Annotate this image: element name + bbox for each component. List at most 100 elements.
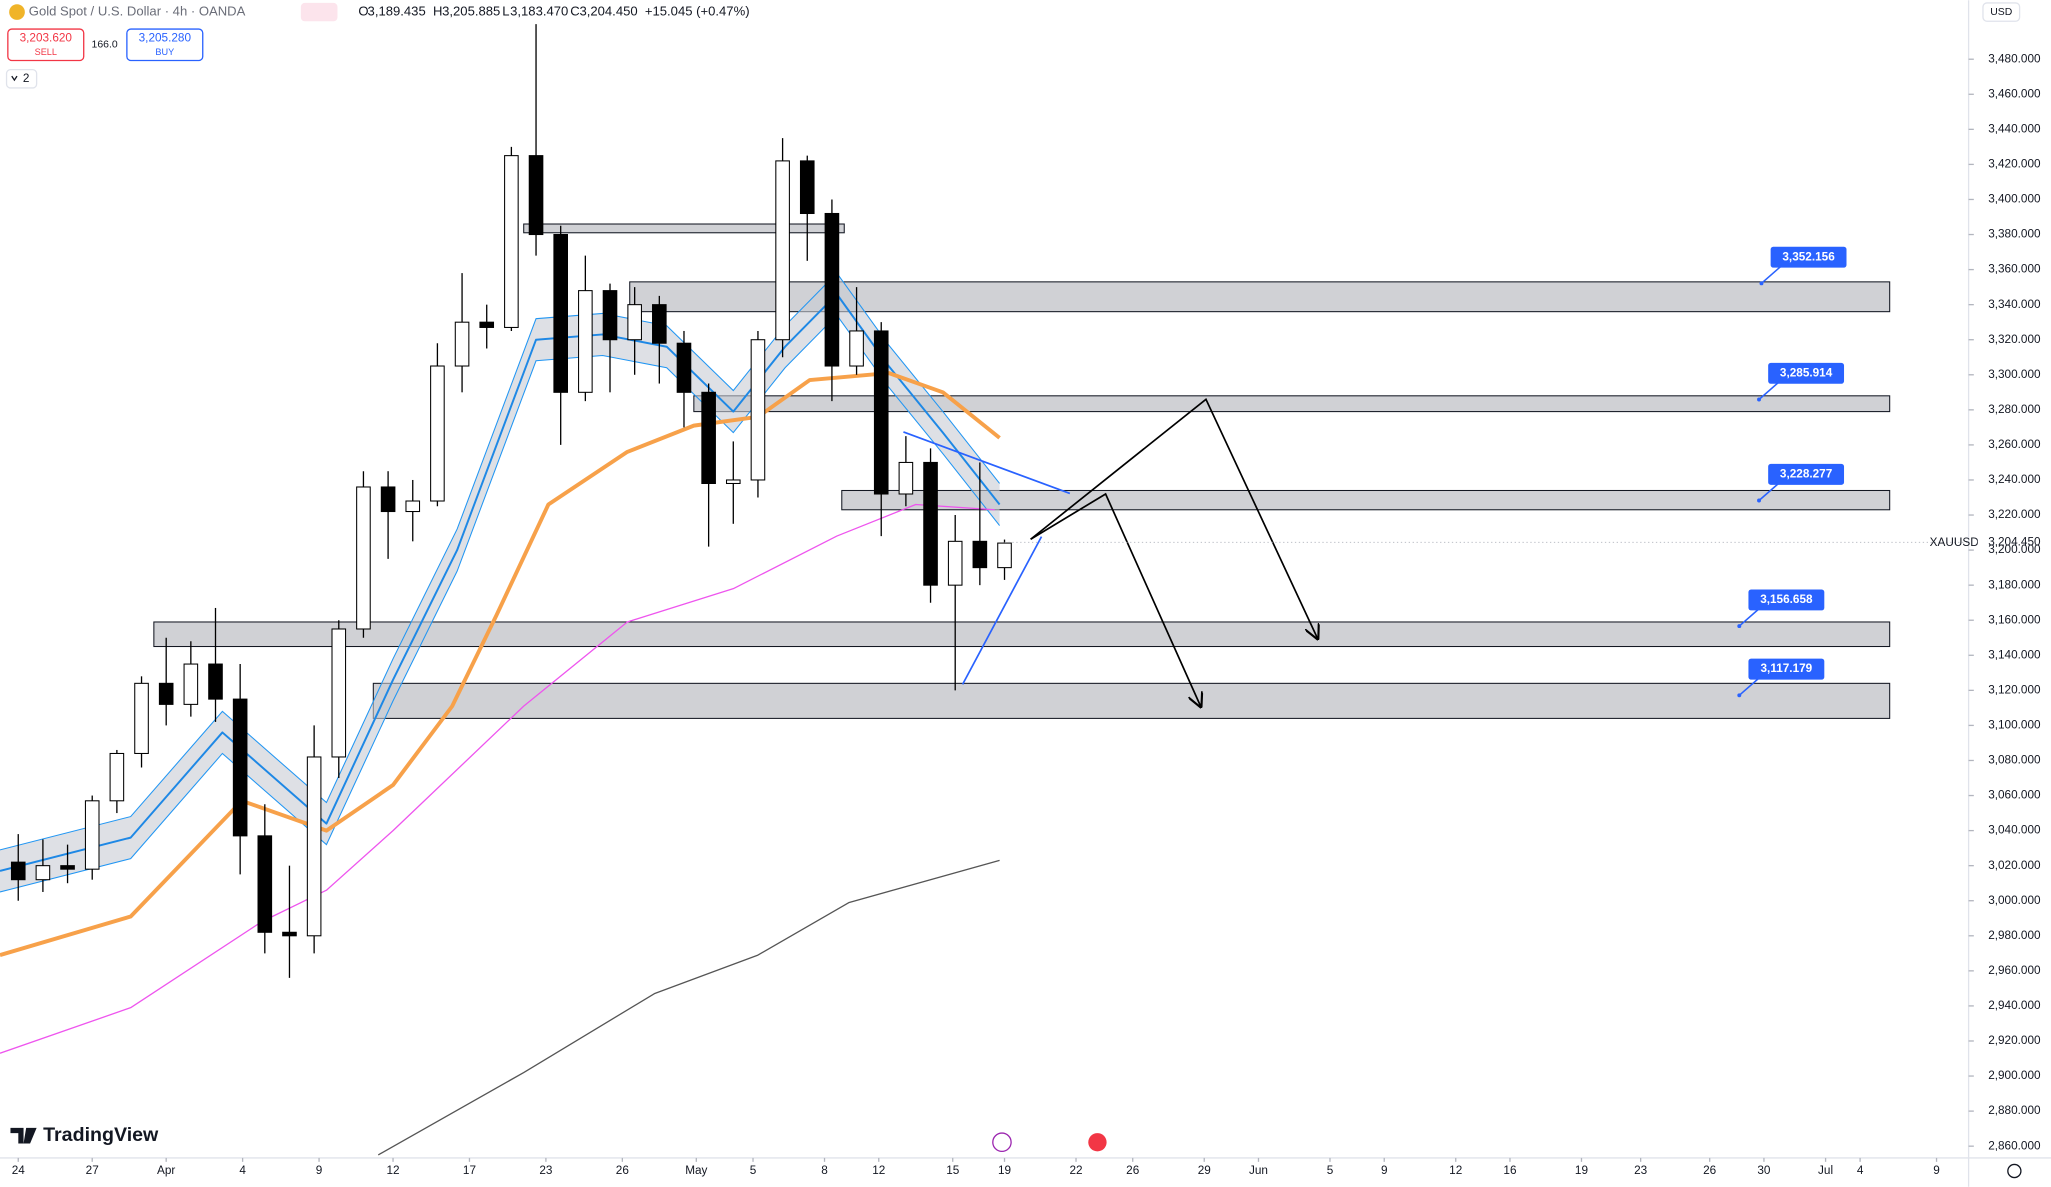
currency-button[interactable]: USD: [1982, 2, 2021, 22]
x-tick-label: 26: [1703, 1164, 1717, 1177]
y-tick-label: 2,960.000: [1988, 964, 2041, 977]
x-tick-label: 26: [1126, 1164, 1140, 1177]
candle-body: [158, 682, 174, 705]
x-tick-label: 9: [1381, 1164, 1388, 1177]
sell-button[interactable]: 3,203.620 SELL: [7, 28, 85, 62]
ohlc-value: 3,189.435: [368, 4, 426, 19]
event-icon[interactable]: [1088, 1133, 1107, 1152]
indicator-line: [0, 293, 1001, 872]
candle-body: [923, 461, 938, 586]
chevron[interactable]: [11, 75, 18, 82]
callout-anchor: [1757, 397, 1761, 402]
currency[interactable]: USD: [1990, 7, 2013, 18]
callout-pointer: [1738, 607, 1761, 627]
buy-price[interactable]: 3,205.280: [139, 31, 192, 44]
candle-body: [750, 339, 766, 481]
y-tick-label: 2,900.000: [1988, 1069, 2041, 1082]
brand: TradingView: [43, 1124, 159, 1146]
symbol-title: Gold Spot / U.S. Dollar · 4h · OANDA: [29, 4, 246, 19]
y-tick-label: 3,360.000: [1988, 263, 2041, 276]
zone: [153, 621, 1891, 648]
candle-body: [331, 628, 347, 758]
callout-label: 3,285.914: [1780, 366, 1833, 379]
y-tick-label: 3,340.000: [1988, 298, 2041, 311]
candle-body: [282, 931, 297, 937]
x-tick-label: 17: [463, 1164, 476, 1177]
last-price-group: 3,204.450: [1977, 533, 2051, 552]
x-tick-label: 4: [1857, 1164, 1864, 1177]
y-tick-label: 2,940.000: [1988, 999, 2041, 1012]
buy-button[interactable]: 3,205.280 BUY: [126, 28, 204, 62]
x-tick-label: 9: [316, 1164, 323, 1177]
x-tick-label: 19: [1575, 1164, 1588, 1177]
buy-label[interactable]: BUY: [155, 47, 174, 57]
settings-icon[interactable]: [2007, 1163, 2022, 1179]
candle-body: [528, 155, 544, 236]
x-tick-label: 12: [1449, 1164, 1462, 1177]
candle-body: [849, 330, 864, 367]
indicators-count[interactable]: 2: [23, 72, 30, 85]
x-tick-label: 16: [1503, 1164, 1517, 1177]
last-price: 3,204.450: [1988, 535, 2041, 548]
trend-drawing: [1030, 397, 1318, 638]
last-price-box: [1977, 533, 2051, 552]
trend-drawing: [961, 536, 1043, 685]
symbol-icon: [9, 4, 25, 20]
x-tick-label: 29: [1198, 1164, 1211, 1177]
y-tick-label: 3,000.000: [1988, 894, 2041, 907]
y-tick-label: 3,280.000: [1988, 403, 2041, 416]
buy-box[interactable]: [126, 28, 204, 62]
candle-body: [775, 160, 790, 341]
y-tick-label: 3,080.000: [1988, 754, 2041, 767]
sell-label[interactable]: SELL: [35, 47, 57, 57]
candle-body: [35, 865, 51, 881]
x-tick-label: Jul: [1818, 1164, 1833, 1177]
candle-body: [504, 155, 519, 328]
y-tick-label: 3,300.000: [1988, 368, 2041, 381]
x-tick-label: 30: [1757, 1164, 1771, 1177]
sell-price[interactable]: 3,203.620: [20, 31, 73, 44]
x-tick-label: 23: [1634, 1164, 1648, 1177]
candle-body: [701, 391, 716, 484]
candle-body: [257, 835, 273, 933]
y-tick-label: 3,180.000: [1988, 578, 2041, 591]
x-tick-label: 15: [946, 1164, 960, 1177]
callout-box: [1768, 463, 1845, 485]
y-tick-label: 2,920.000: [1988, 1034, 2041, 1047]
candle-body: [553, 234, 568, 393]
candle-body: [972, 540, 988, 569]
candle-body: [60, 865, 75, 870]
candle-body: [232, 698, 248, 837]
x-tick-label: 26: [616, 1164, 630, 1177]
trend-drawing: [1030, 492, 1201, 707]
callout-anchor: [1757, 498, 1761, 503]
candle-body: [627, 304, 642, 341]
candle-body: [578, 290, 593, 393]
candle-body: [824, 212, 840, 367]
x-tick-label: 24: [12, 1164, 26, 1177]
y-tick-label: 3,440.000: [1988, 122, 2041, 135]
band-area: [0, 273, 1000, 892]
x-tick-label: 5: [1327, 1164, 1334, 1177]
callout-anchor: [1737, 693, 1742, 698]
indicators-box[interactable]: [5, 68, 38, 89]
y-tick-label: 3,400.000: [1988, 193, 2041, 206]
indicators-toggle[interactable]: 2: [5, 68, 38, 89]
ohlc-key: L: [502, 4, 509, 19]
candle-body: [454, 321, 470, 367]
candle-body: [84, 800, 100, 870]
candle-body: [725, 479, 741, 484]
callout-label: 3,228.277: [1780, 467, 1833, 480]
x-tick-label: Apr: [157, 1164, 175, 1177]
y-tick-label: 3,040.000: [1988, 824, 2041, 837]
currency-box[interactable]: [1982, 2, 2021, 22]
sell-box[interactable]: [7, 28, 85, 62]
event-icon[interactable]: [992, 1132, 1012, 1153]
zone: [372, 682, 1891, 719]
y-tick-label: 3,380.000: [1988, 228, 2041, 241]
y-tick-label: 3,480.000: [1988, 52, 2041, 65]
callout-pointer: [1760, 264, 1783, 284]
candle-body: [405, 500, 421, 513]
y-tick-label: 3,160.000: [1988, 613, 2041, 626]
